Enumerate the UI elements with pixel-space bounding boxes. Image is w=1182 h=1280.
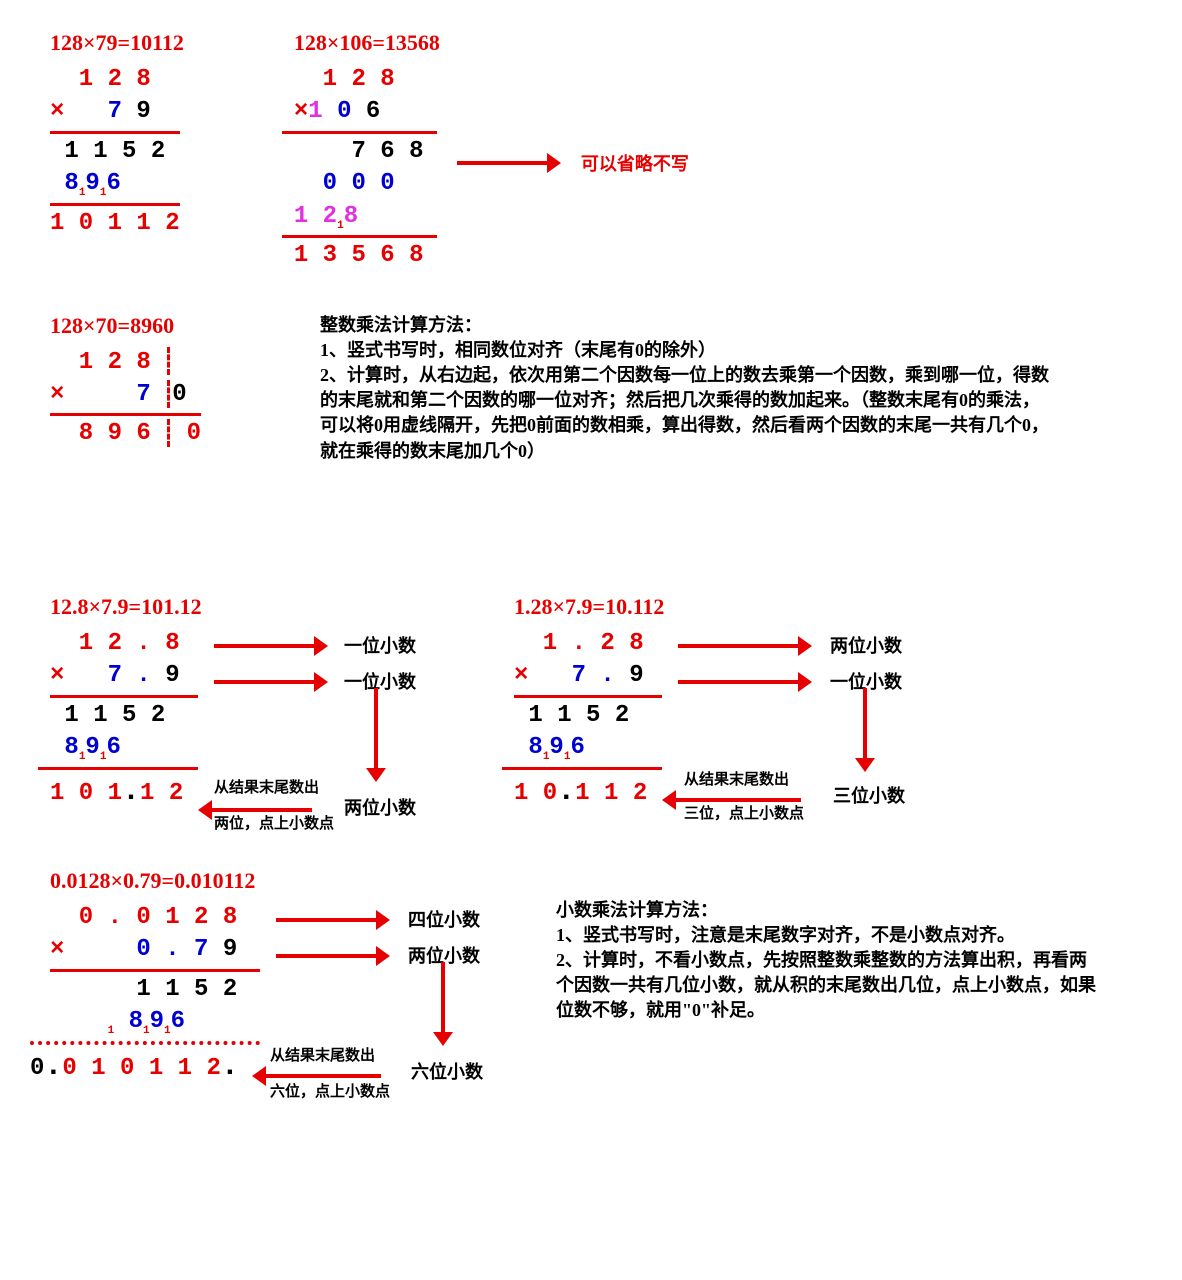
title-p1: 128×79=10112	[50, 30, 184, 56]
decimal-method-text: 小数乘法计算方法： 1、竖式书写时，注意是末尾数字对齐，不是小数点对齐。 2、计…	[556, 898, 1096, 1112]
calc-p2: 1 2 8 ×1 0 6 7 6 8 0 0 0 1 218 1 3 5 6 8	[294, 64, 437, 273]
arrow-right-icon	[214, 680, 324, 684]
rule	[30, 1041, 260, 1045]
example-5: 1.28×7.9=10.112 1 . 2 8 × 7 . 9 1 1 5 2 …	[514, 594, 938, 828]
calc-p3: 1 2 8 × 7 0 8 9 6 0	[50, 347, 201, 451]
arrow-left-icon	[256, 1074, 381, 1078]
rule	[50, 413, 201, 416]
arrow-right-icon	[678, 644, 808, 648]
dashed-separator	[167, 419, 170, 447]
arrow-down-icon	[374, 688, 378, 778]
example-3: 128×70=8960 1 2 8 × 7 0 8 9 6 0	[50, 313, 260, 464]
rule	[50, 695, 198, 698]
title-p6: 0.0128×0.79=0.010112	[50, 868, 526, 894]
title-p3: 128×70=8960	[50, 313, 260, 339]
rule	[50, 969, 260, 972]
rule	[50, 203, 180, 206]
arrow-right-icon	[214, 644, 324, 648]
title-p2: 128×106=13568	[294, 30, 689, 56]
rule	[514, 695, 662, 698]
example-6: 0.0128×0.79=0.010112 0 . 0 1 2 8 × 0 . 7…	[50, 868, 526, 1112]
arrow-down-icon	[863, 688, 867, 768]
arrow-right-icon	[276, 918, 386, 922]
calc-p5: 1 . 2 8 × 7 . 9 1 1 5 2 81916 1 0.1 1 2	[514, 628, 662, 812]
p4-annotations: 一位小数 一位小数 两位小数 从结果末尾数出 两位，点上小数点	[214, 628, 454, 828]
example-1: 128×79=10112 1 2 8 × 7 9 1 1 5 2 81916 1…	[50, 30, 184, 273]
integer-method-text: 整数乘法计算方法： 1、竖式书写时，相同数位对齐（末尾有0的除外） 2、计算时，…	[320, 313, 1050, 464]
p6-annotations: 四位小数 两位小数 六位小数 从结果末尾数出 六位，点上小数点	[276, 902, 526, 1112]
rule	[50, 131, 180, 134]
example-4: 12.8×7.9=101.12 1 2 . 8 × 7 . 9 1 1 5 2 …	[50, 594, 454, 828]
rule	[38, 767, 198, 770]
row-1: 128×79=10112 1 2 8 × 7 9 1 1 5 2 81916 1…	[50, 30, 1132, 273]
rule	[282, 235, 437, 238]
row-2: 128×70=8960 1 2 8 × 7 0 8 9 6 0 整数乘法计算方法…	[50, 313, 1132, 464]
title-p5: 1.28×7.9=10.112	[514, 594, 938, 620]
row-4: 0.0128×0.79=0.010112 0 . 0 1 2 8 × 0 . 7…	[50, 868, 1132, 1112]
p5-annotations: 两位小数 一位小数 三位小数 从结果末尾数出 三位，点上小数点	[678, 628, 938, 828]
arrow-right-icon	[678, 680, 808, 684]
rule	[502, 767, 662, 770]
rule	[282, 131, 437, 134]
calc-p1: 1 2 8 × 7 9 1 1 5 2 81916 1 0 1 1 2	[50, 64, 180, 240]
calc-p4: 1 2 . 8 × 7 . 9 1 1 5 2 81916 1 0 1.1 2	[50, 628, 198, 812]
arrow-down-icon	[441, 962, 445, 1042]
row-3: 12.8×7.9=101.12 1 2 . 8 × 7 . 9 1 1 5 2 …	[50, 594, 1132, 828]
arrow-right-icon	[457, 161, 557, 165]
dashed-separator	[167, 380, 170, 408]
omit-arrow: 可以省略不写	[457, 150, 689, 176]
calc-p6: 0 . 0 1 2 8 × 0 . 7 9 1 1 5 2 1 81916 0.…	[50, 902, 260, 1087]
title-p4: 12.8×7.9=101.12	[50, 594, 454, 620]
arrow-right-icon	[276, 954, 386, 958]
dashed-separator	[167, 347, 170, 375]
example-2: 128×106=13568 1 2 8 ×1 0 6 7 6 8 0 0 0 1…	[294, 30, 689, 273]
